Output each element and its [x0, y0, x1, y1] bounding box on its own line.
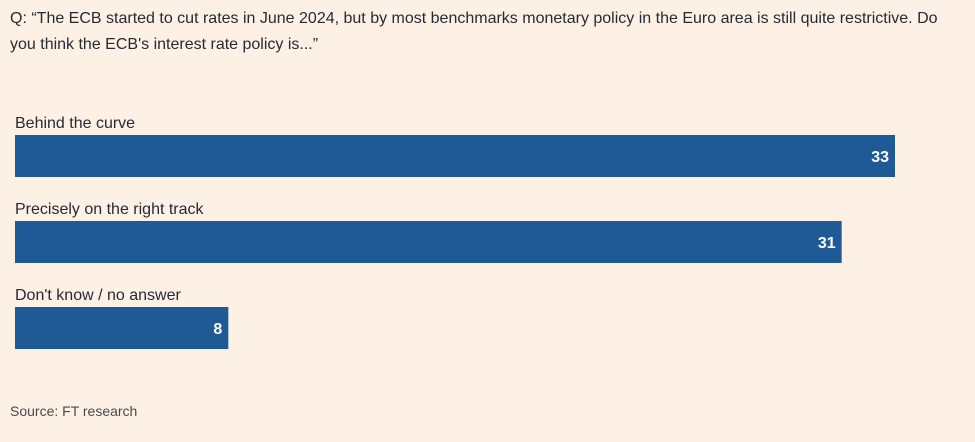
category-label: Behind the curve — [15, 115, 135, 132]
bar-value-label: 8 — [213, 321, 222, 338]
bar-value-label: 33 — [871, 149, 889, 166]
category-label: Don't know / no answer — [15, 287, 181, 304]
category-label: Precisely on the right track — [15, 201, 205, 218]
bar-value-label: 31 — [818, 235, 836, 252]
source-note: Source: FT research — [10, 403, 138, 419]
bar — [15, 135, 895, 177]
bar — [15, 307, 229, 349]
survey-question: Q: “The ECB started to cut rates in June… — [10, 10, 938, 53]
bar — [15, 221, 842, 263]
